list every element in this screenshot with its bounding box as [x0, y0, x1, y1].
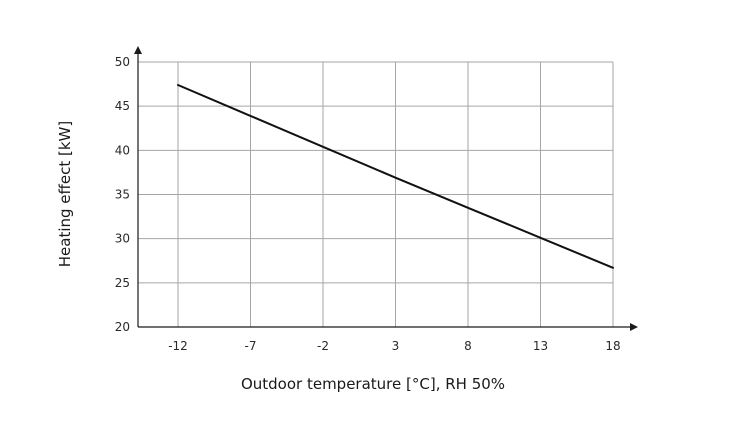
y-tick-label: 20 — [115, 320, 130, 334]
axes — [134, 46, 638, 331]
y-tick-label: 30 — [115, 232, 130, 246]
x-tick-label: 8 — [464, 339, 472, 353]
y-tick-label: 40 — [115, 143, 130, 157]
x-axis-title: Outdoor temperature [°C], RH 50% — [241, 375, 505, 393]
x-tick-label: 13 — [533, 339, 548, 353]
x-tick-label: -12 — [168, 339, 188, 353]
series-lines — [177, 84, 614, 269]
x-tick-label: -7 — [245, 339, 257, 353]
x-tick-label: -2 — [317, 339, 329, 353]
y-tick-label: 50 — [115, 55, 130, 69]
x-tick-label: 18 — [605, 339, 620, 353]
y-tick-labels: 20 25 30 35 40 45 50 — [115, 55, 130, 334]
series-line — [177, 84, 614, 269]
y-tick-label: 45 — [115, 99, 130, 113]
y-tick-label: 25 — [115, 276, 130, 290]
x-tick-labels: -12 -7 -2 3 8 13 18 — [168, 339, 620, 353]
y-tick-label: 35 — [115, 188, 130, 202]
y-axis-title: Heating effect [kW] — [56, 121, 74, 267]
grid-lines — [138, 61, 614, 327]
x-tick-label: 3 — [392, 339, 400, 353]
